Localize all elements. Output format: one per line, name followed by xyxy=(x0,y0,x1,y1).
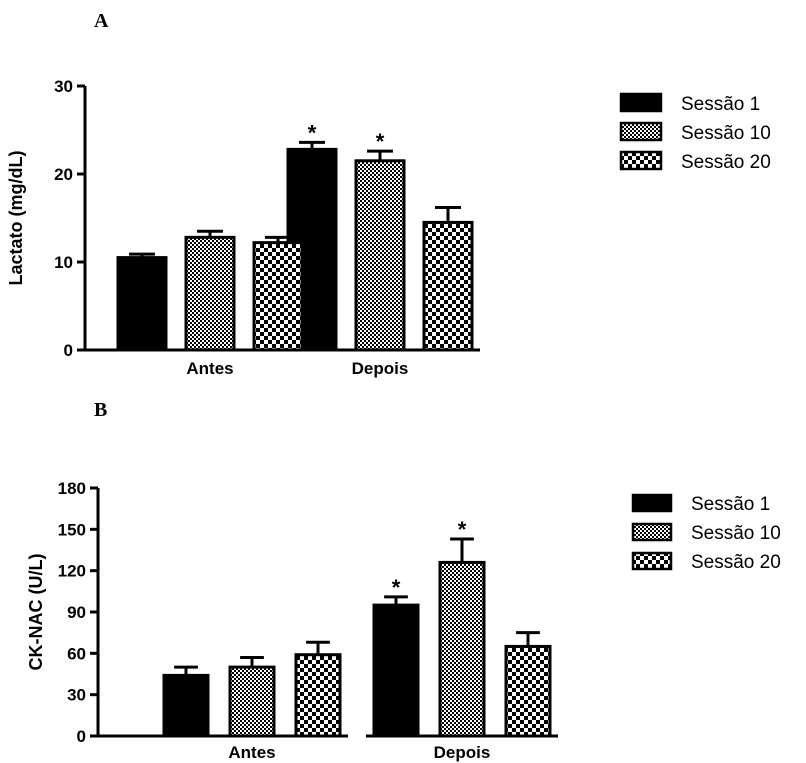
bar xyxy=(354,159,406,352)
legend-label: Sessão 1 xyxy=(681,94,760,115)
y-tick-label: 120 xyxy=(58,562,86,581)
legend-label: Sessão 10 xyxy=(691,523,781,544)
y-axis-title: Lactato (mg/dL) xyxy=(6,151,26,286)
x-category-label: Depois xyxy=(434,743,491,762)
bar xyxy=(294,653,342,738)
x-category-label: Antes xyxy=(228,743,275,762)
y-tick-label: 90 xyxy=(67,603,86,622)
y-tick-label: 30 xyxy=(67,686,86,705)
bar xyxy=(184,235,236,352)
x-category-label: Depois xyxy=(352,359,409,378)
bar xyxy=(228,665,276,738)
bar xyxy=(372,603,420,738)
bar xyxy=(162,673,210,738)
y-tick-label: 180 xyxy=(58,479,86,498)
y-axis-title: CK-NAC (U/L) xyxy=(26,554,46,671)
legend-swatch xyxy=(631,522,673,542)
legend-swatch xyxy=(631,493,673,513)
legend-label: Sessão 20 xyxy=(691,552,781,573)
panel-label: A xyxy=(94,10,109,32)
bar xyxy=(116,256,168,352)
y-tick-label: 60 xyxy=(67,644,86,663)
bar xyxy=(422,220,474,352)
bar xyxy=(252,241,304,352)
legend-label: Sessão 10 xyxy=(681,123,771,144)
x-category-label: Antes xyxy=(186,359,233,378)
significance-marker: * xyxy=(458,517,467,542)
y-tick-label: 0 xyxy=(77,727,86,746)
legend-swatch xyxy=(619,121,663,142)
chart-panel-b: B * * 0 30 60 90 120 150 180 Antes Depois CK-NAC (U/… xyxy=(26,399,781,762)
legend-swatch xyxy=(619,92,663,113)
bar xyxy=(438,560,486,738)
y-tick-label: 20 xyxy=(54,165,73,184)
legend-swatch xyxy=(619,150,663,171)
significance-marker: * xyxy=(392,575,401,600)
legend-label: Sessão 20 xyxy=(681,152,771,173)
legend-swatch xyxy=(631,551,673,571)
significance-marker: * xyxy=(376,129,385,154)
y-tick-label: 150 xyxy=(58,520,86,539)
significance-marker: * xyxy=(308,120,317,145)
bar xyxy=(504,644,552,738)
chart-panel-a: A * * 0 10 20 30 Antes Depois Lactato (mg/dL) Sess… xyxy=(6,10,771,378)
y-tick-label: 30 xyxy=(54,77,73,96)
y-tick-label: 0 xyxy=(64,341,73,360)
legend-label: Sessão 1 xyxy=(691,494,770,515)
y-tick-label: 10 xyxy=(54,253,73,272)
panel-label: B xyxy=(94,399,107,421)
